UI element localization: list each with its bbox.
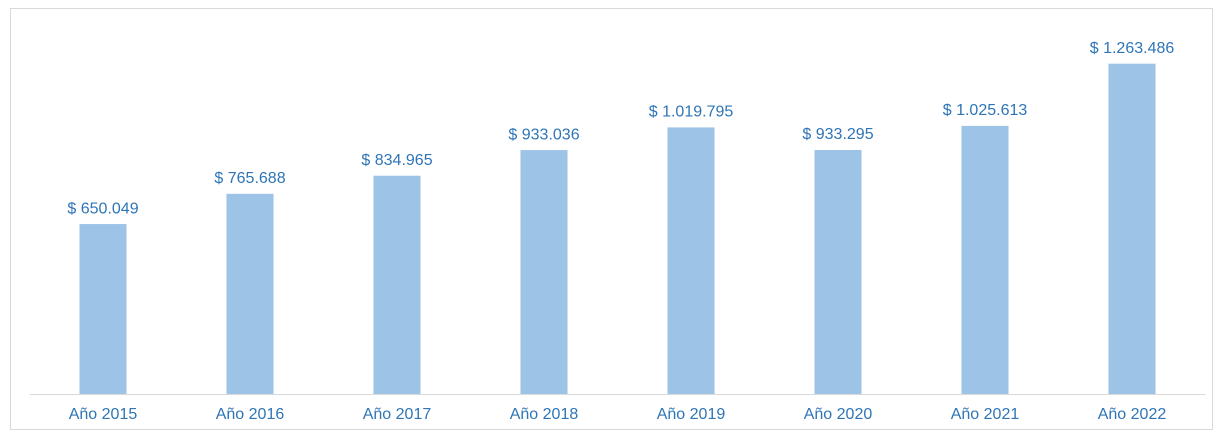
data-label: $ 834.965: [361, 152, 432, 169]
bar: [1108, 63, 1156, 394]
chart-border: [10, 8, 1213, 430]
x-tick-label: Año 2020: [804, 406, 873, 423]
data-label: $ 650.049: [67, 200, 138, 217]
data-label: $ 765.688: [214, 170, 285, 187]
bar: [667, 127, 715, 394]
bar: [79, 224, 127, 394]
bar: [226, 193, 274, 394]
bar: [814, 150, 862, 394]
bar: [373, 175, 421, 394]
data-label: $ 1.263.486: [1090, 40, 1175, 57]
bar: [961, 125, 1009, 394]
x-tick-label: Año 2017: [363, 406, 432, 423]
x-tick-label: Año 2022: [1098, 406, 1167, 423]
x-tick-label: Año 2021: [951, 406, 1020, 423]
data-label: $ 933.036: [508, 126, 579, 143]
x-tick-label: Año 2019: [657, 406, 726, 423]
data-label: $ 1.019.795: [649, 104, 734, 121]
x-tick-label: Año 2015: [69, 406, 138, 423]
data-label: $ 933.295: [802, 126, 873, 143]
data-label: $ 1.025.613: [943, 102, 1028, 119]
x-tick-label: Año 2018: [510, 406, 579, 423]
bar: [520, 150, 568, 394]
x-tick-label: Año 2016: [216, 406, 285, 423]
